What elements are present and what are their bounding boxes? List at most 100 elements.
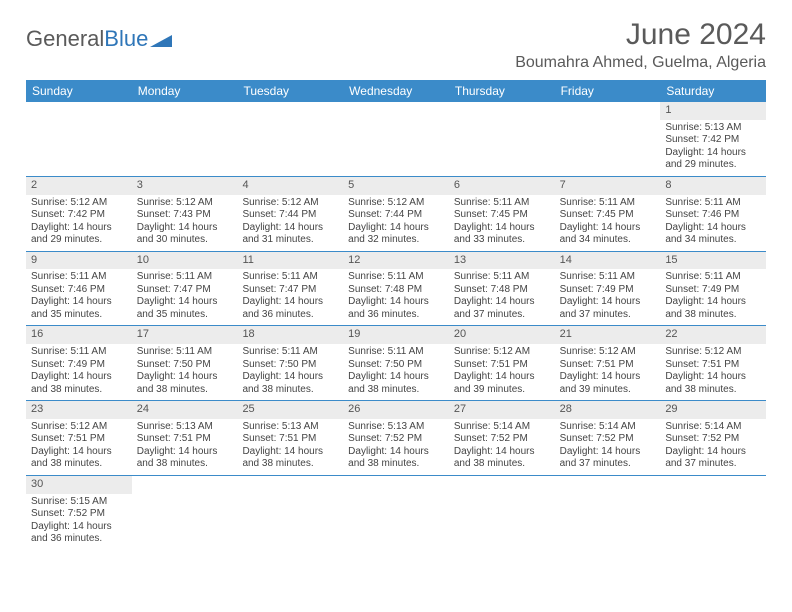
day-sunrise: Sunrise: 5:13 AM <box>137 421 233 434</box>
day-cell: 16Sunrise: 5:11 AMSunset: 7:49 PMDayligh… <box>26 326 132 400</box>
day-number: 3 <box>132 177 238 195</box>
week-row: 16Sunrise: 5:11 AMSunset: 7:49 PMDayligh… <box>26 326 766 401</box>
day-sunrise: Sunrise: 5:14 AM <box>665 421 761 434</box>
day-sunset: Sunset: 7:51 PM <box>31 433 127 446</box>
day-cell: 15Sunrise: 5:11 AMSunset: 7:49 PMDayligh… <box>660 252 766 326</box>
day-daylight2: and 38 minutes. <box>348 458 444 471</box>
day-cell: 9Sunrise: 5:11 AMSunset: 7:46 PMDaylight… <box>26 252 132 326</box>
day-cell: 7Sunrise: 5:11 AMSunset: 7:45 PMDaylight… <box>555 177 661 251</box>
day-sunrise: Sunrise: 5:11 AM <box>242 271 338 284</box>
day-sunrise: Sunrise: 5:13 AM <box>665 122 761 135</box>
logo-text-1: General <box>26 26 104 52</box>
day-cell: 24Sunrise: 5:13 AMSunset: 7:51 PMDayligh… <box>132 401 238 475</box>
day-cell: 27Sunrise: 5:14 AMSunset: 7:52 PMDayligh… <box>449 401 555 475</box>
day-daylight1: Daylight: 14 hours <box>242 296 338 309</box>
day-cell: 18Sunrise: 5:11 AMSunset: 7:50 PMDayligh… <box>237 326 343 400</box>
day-daylight2: and 38 minutes. <box>454 458 550 471</box>
day-daylight1: Daylight: 14 hours <box>31 371 127 384</box>
day-sunset: Sunset: 7:49 PM <box>665 284 761 297</box>
day-daylight1: Daylight: 14 hours <box>348 371 444 384</box>
day-daylight1: Daylight: 14 hours <box>31 446 127 459</box>
day-sunset: Sunset: 7:52 PM <box>348 433 444 446</box>
weeks-container: 1Sunrise: 5:13 AMSunset: 7:42 PMDaylight… <box>26 102 766 550</box>
day-daylight2: and 38 minutes. <box>348 384 444 397</box>
day-daylight1: Daylight: 14 hours <box>665 222 761 235</box>
weekday-header: Saturday <box>660 80 766 102</box>
day-cell: 30Sunrise: 5:15 AMSunset: 7:52 PMDayligh… <box>26 476 132 550</box>
day-daylight1: Daylight: 14 hours <box>348 446 444 459</box>
day-sunset: Sunset: 7:47 PM <box>137 284 233 297</box>
day-sunrise: Sunrise: 5:11 AM <box>31 346 127 359</box>
day-daylight2: and 36 minutes. <box>348 309 444 322</box>
day-sunrise: Sunrise: 5:12 AM <box>454 346 550 359</box>
day-daylight2: and 29 minutes. <box>665 159 761 172</box>
weekday-header: Wednesday <box>343 80 449 102</box>
logo-text-2: Blue <box>104 26 148 52</box>
day-number: 5 <box>343 177 449 195</box>
day-daylight2: and 30 minutes. <box>137 234 233 247</box>
day-sunset: Sunset: 7:50 PM <box>348 359 444 372</box>
weekday-header: Tuesday <box>237 80 343 102</box>
day-number: 7 <box>555 177 661 195</box>
day-daylight2: and 35 minutes. <box>31 309 127 322</box>
day-cell <box>343 476 449 550</box>
day-daylight1: Daylight: 14 hours <box>560 222 656 235</box>
day-sunrise: Sunrise: 5:11 AM <box>665 197 761 210</box>
day-daylight2: and 38 minutes. <box>31 458 127 471</box>
day-daylight1: Daylight: 14 hours <box>454 222 550 235</box>
day-daylight2: and 38 minutes. <box>665 384 761 397</box>
day-sunset: Sunset: 7:51 PM <box>665 359 761 372</box>
day-sunset: Sunset: 7:52 PM <box>31 508 127 521</box>
day-cell: 11Sunrise: 5:11 AMSunset: 7:47 PMDayligh… <box>237 252 343 326</box>
day-sunset: Sunset: 7:52 PM <box>665 433 761 446</box>
day-number: 1 <box>660 102 766 120</box>
day-number: 28 <box>555 401 661 419</box>
day-daylight1: Daylight: 14 hours <box>31 222 127 235</box>
day-sunrise: Sunrise: 5:12 AM <box>665 346 761 359</box>
day-sunset: Sunset: 7:42 PM <box>31 209 127 222</box>
day-cell <box>449 102 555 176</box>
week-row: 1Sunrise: 5:13 AMSunset: 7:42 PMDaylight… <box>26 102 766 177</box>
day-daylight2: and 34 minutes. <box>665 234 761 247</box>
header: GeneralBlue June 2024 Boumahra Ahmed, Gu… <box>26 18 766 72</box>
day-sunrise: Sunrise: 5:11 AM <box>242 346 338 359</box>
day-cell: 6Sunrise: 5:11 AMSunset: 7:45 PMDaylight… <box>449 177 555 251</box>
day-number: 6 <box>449 177 555 195</box>
day-sunrise: Sunrise: 5:12 AM <box>31 421 127 434</box>
day-daylight1: Daylight: 14 hours <box>348 222 444 235</box>
day-cell: 13Sunrise: 5:11 AMSunset: 7:48 PMDayligh… <box>449 252 555 326</box>
day-sunset: Sunset: 7:42 PM <box>665 134 761 147</box>
week-row: 23Sunrise: 5:12 AMSunset: 7:51 PMDayligh… <box>26 401 766 476</box>
day-daylight2: and 36 minutes. <box>242 309 338 322</box>
day-sunrise: Sunrise: 5:12 AM <box>242 197 338 210</box>
day-daylight2: and 33 minutes. <box>454 234 550 247</box>
day-number: 27 <box>449 401 555 419</box>
day-daylight1: Daylight: 14 hours <box>665 296 761 309</box>
day-cell <box>237 476 343 550</box>
day-daylight2: and 39 minutes. <box>560 384 656 397</box>
day-number: 30 <box>26 476 132 494</box>
day-daylight2: and 38 minutes. <box>137 384 233 397</box>
day-sunset: Sunset: 7:52 PM <box>454 433 550 446</box>
day-daylight2: and 34 minutes. <box>560 234 656 247</box>
day-daylight1: Daylight: 14 hours <box>665 371 761 384</box>
day-number: 18 <box>237 326 343 344</box>
day-number: 17 <box>132 326 238 344</box>
day-daylight2: and 38 minutes. <box>31 384 127 397</box>
day-sunrise: Sunrise: 5:11 AM <box>665 271 761 284</box>
day-number: 16 <box>26 326 132 344</box>
logo: GeneralBlue <box>26 18 172 52</box>
week-row: 30Sunrise: 5:15 AMSunset: 7:52 PMDayligh… <box>26 476 766 550</box>
day-sunset: Sunset: 7:45 PM <box>454 209 550 222</box>
day-sunset: Sunset: 7:50 PM <box>242 359 338 372</box>
day-daylight1: Daylight: 14 hours <box>137 296 233 309</box>
day-cell: 10Sunrise: 5:11 AMSunset: 7:47 PMDayligh… <box>132 252 238 326</box>
day-sunrise: Sunrise: 5:11 AM <box>560 271 656 284</box>
day-daylight1: Daylight: 14 hours <box>137 371 233 384</box>
day-sunrise: Sunrise: 5:14 AM <box>454 421 550 434</box>
day-number: 2 <box>26 177 132 195</box>
day-cell: 20Sunrise: 5:12 AMSunset: 7:51 PMDayligh… <box>449 326 555 400</box>
day-daylight2: and 39 minutes. <box>454 384 550 397</box>
day-cell: 21Sunrise: 5:12 AMSunset: 7:51 PMDayligh… <box>555 326 661 400</box>
day-number: 19 <box>343 326 449 344</box>
